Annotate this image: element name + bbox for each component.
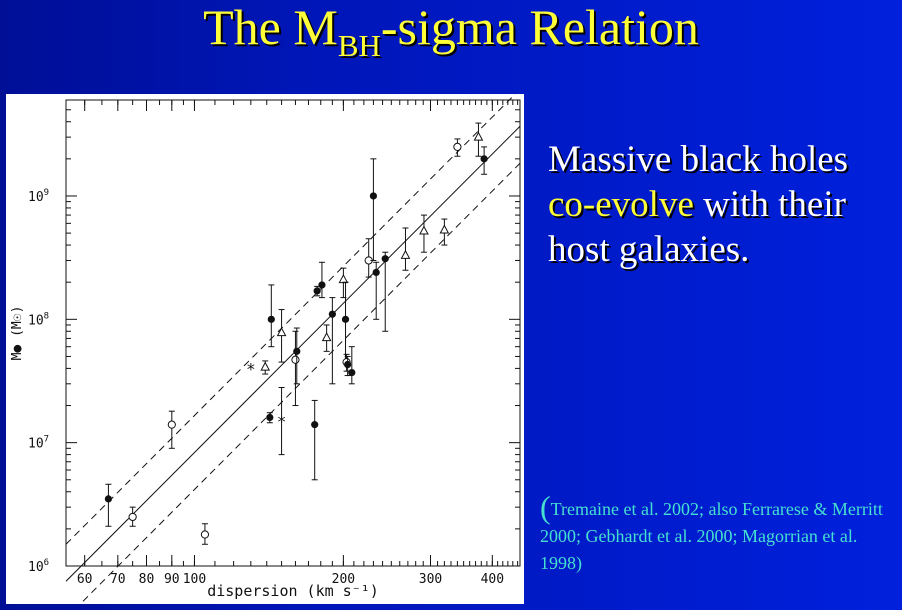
data-point-triangle [473,131,484,141]
data-point-filled [104,495,113,503]
x-tick-label: 90 [164,572,180,587]
fit-lines [65,94,521,604]
headline-text: Massive black holes co-evolve with their… [548,137,900,272]
data-point-filled [311,421,319,429]
headline-accent: co-evolve [548,184,694,225]
data-point-triangle [338,274,349,284]
data-points: ** [104,122,488,545]
data-point-filled [480,155,488,163]
data-point-triangle [276,327,287,337]
y-tick-label: 108 [28,311,49,328]
y-tick-label: 107 [28,435,49,452]
data-point-star: * [278,412,286,431]
x-tick-label: 400 [481,572,504,587]
data-point-open [200,530,210,539]
data-point-triangle [400,249,411,259]
headline-line-1: Massive black holes [548,139,849,180]
fit-band-upper [65,94,516,545]
title-subscript: BH [337,28,381,63]
data-point-triangle [321,332,332,342]
citation-paren: ( [540,489,551,525]
fit-band-lower [79,162,521,604]
slide-title: The MBH-sigma Relation [0,0,902,61]
x-tick-label: 300 [419,572,442,587]
x-tick-label: 100 [183,572,206,587]
data-point-star: * [247,359,255,378]
data-point-filled [372,268,380,277]
y-axis-label: M● (M☉) [10,306,25,361]
m-sigma-plot: 60 70 80 90 100 200 300 400 106 107 108 109 dispersi… [6,94,524,604]
data-point-filled [318,281,326,289]
headline-line-2-rest: with their [693,184,846,225]
headline-line-3: host galaxies. [548,229,750,270]
fit-line [65,125,521,582]
data-point-filled [313,287,321,295]
data-point-filled [328,310,336,318]
data-point-filled [369,192,378,200]
data-point-triangle [439,224,450,234]
citation: (Tremaine et al. 2002; also Ferrarese & … [540,491,900,577]
x-tick-label: 200 [332,572,355,587]
scatter-plot-svg: 60 70 80 90 100 200 300 400 106 107 108 109 dispersi… [10,94,521,604]
data-point-filled [267,315,275,323]
title-rest: -sigma Relation [380,0,699,55]
citation-text: Tremaine et al. 2002; also Ferrarese & M… [540,499,883,573]
data-point-triangle [419,225,429,235]
data-point-open [453,142,462,151]
y-tick-label: 106 [28,558,49,575]
axis-ticks [66,99,520,567]
x-axis-label: dispersion (km s⁻¹) [207,582,379,600]
data-point-open [167,420,176,429]
data-point-open [291,355,300,364]
data-point-open [128,512,137,522]
headline-line-2: co-evolve with their [548,182,900,227]
data-point-filled [293,347,301,355]
data-point-filled [348,368,356,377]
plot-frame [65,99,521,567]
data-point-filled [344,360,352,369]
data-point-triangle [260,361,271,371]
data-point-filled [341,315,350,323]
x-tick-label: 70 [110,572,126,587]
title-main: The M [203,0,338,55]
x-tick-label: 60 [77,572,93,587]
data-point-filled [266,413,274,422]
y-tick-label: 109 [28,188,49,205]
data-point-filled [381,255,389,263]
x-tick-label: 80 [139,572,155,587]
